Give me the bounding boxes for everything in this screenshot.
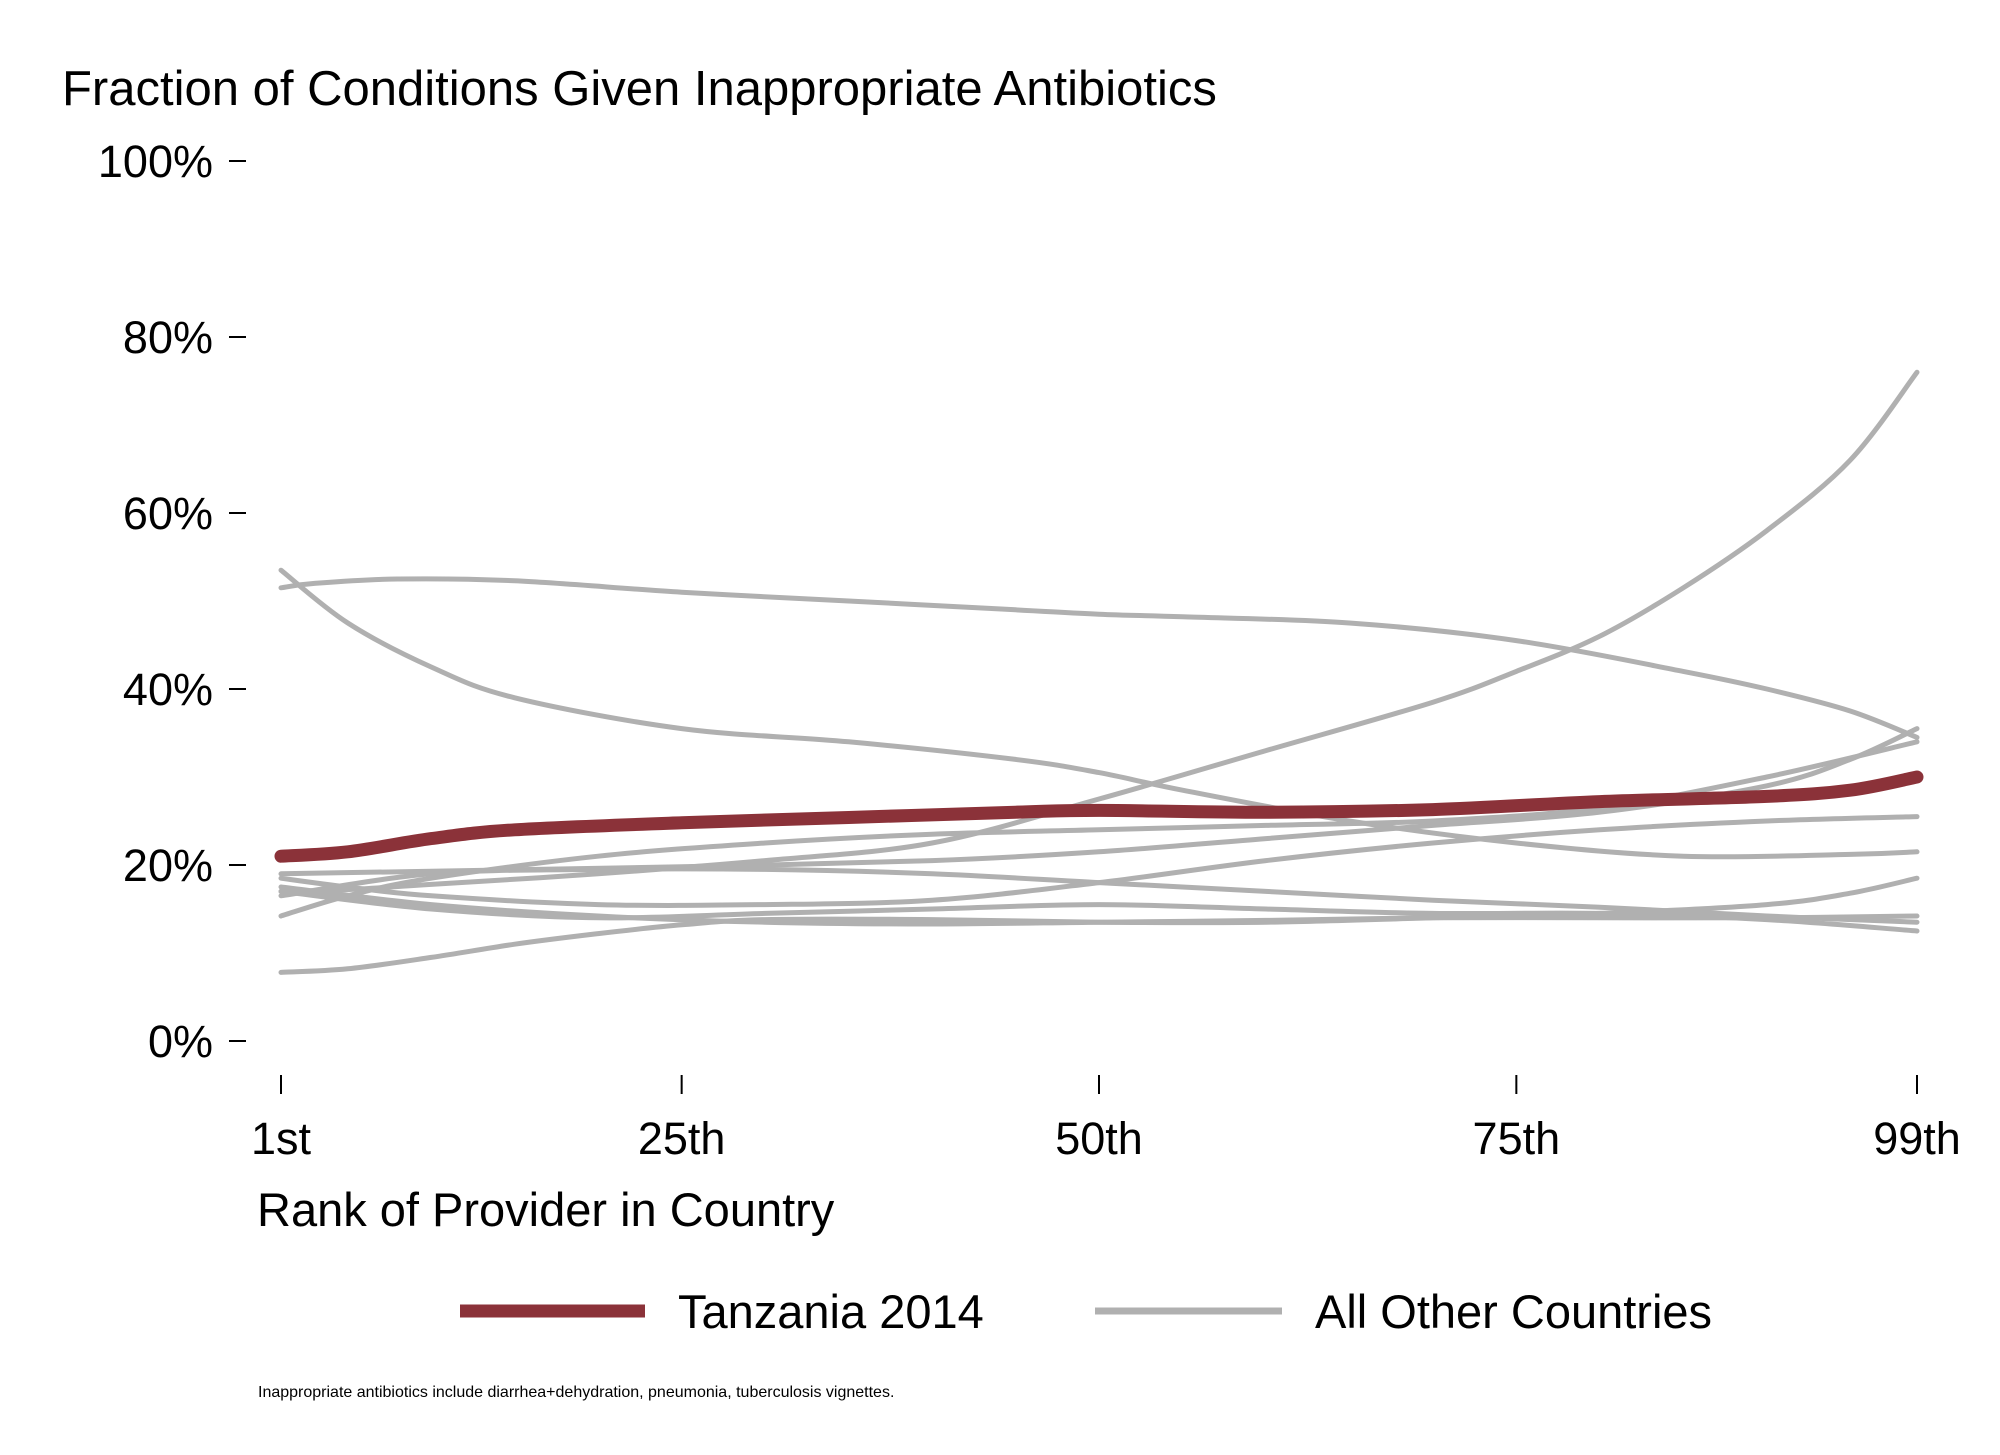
y-tick-label: 20% (123, 840, 213, 891)
series-line-other-country (278, 369, 1920, 894)
y-tick-label: 100% (98, 136, 213, 187)
x-tick-label: 75th (1473, 1113, 1561, 1164)
footnote: Inappropriate antibiotics include diarrh… (258, 1384, 894, 1401)
y-tick-label: 40% (123, 664, 213, 715)
chart-title: Fraction of Conditions Given Inappropria… (62, 62, 1217, 116)
series-line-other-country (278, 567, 1920, 860)
legend: Tanzania 2014 All Other Countries (460, 1285, 1712, 1338)
legend-label-tanzania: Tanzania 2014 (678, 1285, 984, 1338)
series-layer (274, 369, 1924, 975)
legend-label-other-countries: All Other Countries (1315, 1285, 1712, 1338)
y-tick-label: 80% (123, 312, 213, 363)
y-tick-label: 0% (148, 1016, 213, 1067)
x-axis-title: Rank of Provider in Country (257, 1183, 835, 1236)
y-tick-label: 60% (123, 488, 213, 539)
y-axis: 0% 20% 40% 60% 80% 100% (98, 136, 246, 1067)
x-tick-label: 99th (1873, 1113, 1961, 1164)
x-tick-label: 50th (1055, 1113, 1143, 1164)
series-line-other-country (278, 888, 1920, 934)
series-line-tanzania-2014 (274, 770, 1924, 863)
x-axis: 1st 25th 50th 75th 99th (251, 1075, 1961, 1164)
series-line-other-country (278, 875, 1920, 975)
series-line-other-country (278, 576, 1920, 740)
x-tick-label: 1st (251, 1113, 312, 1164)
x-tick-label: 25th (638, 1113, 726, 1164)
series-line-other-country (278, 814, 1920, 908)
